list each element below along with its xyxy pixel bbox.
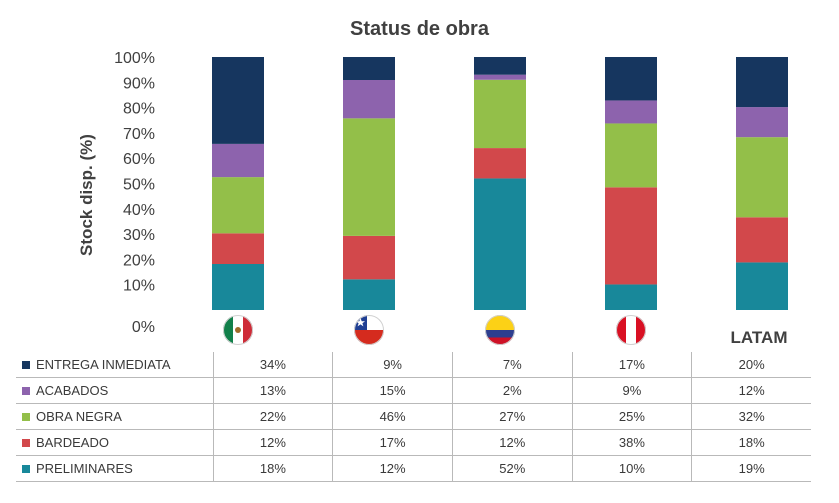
legend-swatch xyxy=(22,438,30,447)
data-label: 25% xyxy=(571,403,692,430)
data-label: 2% xyxy=(451,377,573,404)
bar-segment-bardeado xyxy=(736,217,788,263)
bar-segment-preliminares xyxy=(212,264,264,310)
bar-segment-acabados xyxy=(736,107,788,138)
y-tick-label: 50% xyxy=(123,177,155,194)
data-label: 12% xyxy=(212,429,333,456)
series-name-cell: PRELIMINARES xyxy=(16,455,214,482)
data-label: 10% xyxy=(571,455,692,482)
legend-swatch xyxy=(22,386,30,395)
peru-flag-icon xyxy=(616,315,646,345)
bar-segment-entrega-inmediata xyxy=(474,57,526,75)
bar-segment-obra-negra xyxy=(474,79,526,149)
data-label: 22% xyxy=(212,403,333,430)
data-label: 12% xyxy=(332,455,453,482)
category-labels: LATAM xyxy=(223,315,787,347)
y-tick-label: 10% xyxy=(123,278,155,295)
legend-swatch xyxy=(22,464,30,473)
data-label: 18% xyxy=(212,455,333,482)
series-name-cell: ENTREGA INMEDIATA xyxy=(16,352,214,378)
bar-segment-obra-negra xyxy=(736,137,788,218)
y-tick-label: 80% xyxy=(123,101,155,118)
bar-segment-bardeado xyxy=(605,187,657,285)
bar-segment-entrega-inmediata xyxy=(605,57,657,101)
y-tick-label: 20% xyxy=(123,252,155,269)
data-label: 12% xyxy=(691,377,811,404)
bar-segment-obra-negra xyxy=(212,177,264,234)
data-label: 17% xyxy=(571,352,692,378)
bar-segment-preliminares xyxy=(474,178,526,310)
y-tick-label: 100% xyxy=(114,50,155,67)
bar-segment-bardeado xyxy=(474,148,526,179)
data-label: 19% xyxy=(691,455,811,482)
legend-swatch xyxy=(22,360,30,369)
y-tick-label: 60% xyxy=(123,151,155,168)
data-label: 32% xyxy=(691,403,811,430)
y-tick-label: 40% xyxy=(123,202,155,219)
y-axis-label: Stock disp. (%) xyxy=(77,134,96,256)
y-tick-label: 0% xyxy=(132,319,155,336)
y-tick-label: 70% xyxy=(123,126,155,143)
data-label: 13% xyxy=(212,377,333,404)
series-name: ENTREGA INMEDIATA xyxy=(36,357,171,372)
bar-segment-preliminares xyxy=(343,279,395,310)
data-label: 15% xyxy=(332,377,453,404)
data-label: 9% xyxy=(332,352,453,378)
series-name-cell: ACABADOS xyxy=(16,377,214,404)
bar-segment-obra-negra xyxy=(605,123,657,188)
data-label: 7% xyxy=(451,352,573,378)
bar-segment-preliminares xyxy=(736,262,788,310)
data-label: 38% xyxy=(571,429,692,456)
data-label: 12% xyxy=(451,429,573,456)
series-name: ACABADOS xyxy=(36,383,109,398)
bar-segment-acabados xyxy=(474,74,526,80)
category-label: LATAM xyxy=(731,328,788,347)
data-label: 52% xyxy=(451,455,573,482)
y-axis: 0% 10% 20% 30% 40% 50% 60% 70% 80% 90% 100% Stock d… xyxy=(77,50,155,336)
bar-segment-bardeado xyxy=(212,233,264,264)
bar-segment-entrega-inmediata xyxy=(736,57,788,108)
table-row: BARDEADO 12% 17% 12% 38% 18% xyxy=(16,429,811,456)
bar-segment-acabados xyxy=(343,80,395,119)
bar-segment-acabados xyxy=(605,100,657,124)
y-tick-label: 30% xyxy=(123,227,155,244)
series-name: BARDEADO xyxy=(36,435,109,450)
table-row: ENTREGA INMEDIATA 34% 9% 7% 17% 20% xyxy=(16,352,811,378)
series-name-cell: OBRA NEGRA xyxy=(16,403,214,430)
data-label: 27% xyxy=(451,403,573,430)
y-tick-label: 90% xyxy=(123,75,155,92)
series-name: PRELIMINARES xyxy=(36,461,133,476)
chart-title: Status de obra xyxy=(350,18,489,40)
bars xyxy=(212,57,788,310)
data-table: ENTREGA INMEDIATA 34% 9% 7% 17% 20% ACABADOS 13… xyxy=(16,352,811,482)
data-label: 18% xyxy=(691,429,811,456)
series-name: OBRA NEGRA xyxy=(36,409,122,424)
table-row: PRELIMINARES 18% 12% 52% 10% 19% xyxy=(16,455,811,482)
data-label: 46% xyxy=(332,403,453,430)
bar-segment-preliminares xyxy=(605,284,657,310)
table-row: OBRA NEGRA 22% 46% 27% 25% 32% xyxy=(16,403,811,430)
chile-flag-icon xyxy=(354,315,384,345)
bar-segment-bardeado xyxy=(343,235,395,280)
table-row: ACABADOS 13% 15% 2% 9% 12% xyxy=(16,377,811,404)
data-label: 20% xyxy=(691,352,811,378)
colombia-flag-icon xyxy=(485,315,515,345)
data-label: 34% xyxy=(212,352,333,378)
series-name-cell: BARDEADO xyxy=(16,429,214,456)
legend-swatch xyxy=(22,412,30,421)
bar-segment-entrega-inmediata xyxy=(212,57,264,144)
data-label: 17% xyxy=(332,429,453,456)
bar-segment-obra-negra xyxy=(343,118,395,236)
mexico-flag-icon xyxy=(223,315,253,345)
bar-segment-acabados xyxy=(212,143,264,178)
bar-segment-entrega-inmediata xyxy=(343,57,395,80)
data-label: 9% xyxy=(571,377,692,404)
